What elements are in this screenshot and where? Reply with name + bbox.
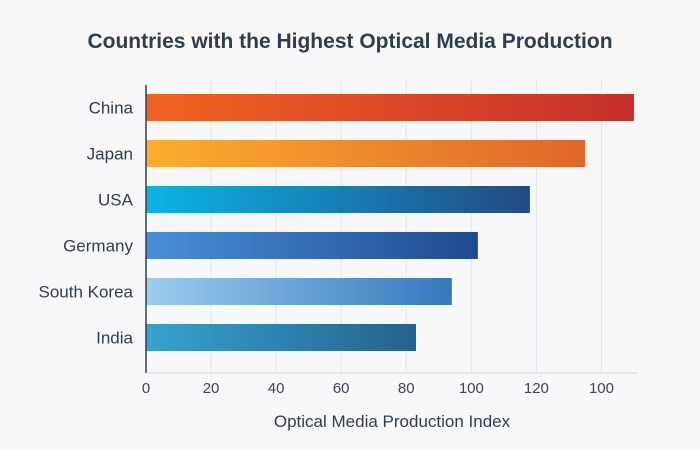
- category-label: South Korea: [38, 283, 133, 302]
- chart-title: Countries with the Highest Optical Media…: [87, 30, 613, 53]
- bars: [146, 94, 634, 351]
- x-tick-label: 80: [398, 380, 415, 397]
- category-label: Japan: [87, 145, 133, 164]
- bar-china: [146, 94, 634, 121]
- x-tick-label: 60: [333, 380, 350, 397]
- bar-japan: [146, 140, 586, 167]
- bar-germany: [146, 232, 478, 259]
- bar-india: [146, 324, 417, 351]
- x-tick-label: 40: [268, 380, 285, 397]
- x-tick-label: 0: [142, 380, 150, 397]
- x-tick-label: 20: [203, 380, 220, 397]
- x-tick-label: 120: [524, 380, 549, 397]
- bar-usa: [146, 186, 530, 213]
- x-tick-label: 100: [589, 380, 614, 397]
- x-tick-label: 100: [459, 380, 484, 397]
- category-label: Germany: [63, 237, 133, 256]
- category-label: USA: [98, 191, 134, 210]
- x-tick-labels: 0 20 40 60 80 100 120 100: [142, 380, 614, 397]
- category-label: India: [96, 329, 133, 348]
- category-labels: China Japan USA Germany South Korea India: [38, 99, 133, 348]
- category-label: China: [89, 99, 134, 118]
- x-axis-label: Optical Media Production Index: [274, 412, 511, 431]
- bar-south-korea: [146, 278, 452, 305]
